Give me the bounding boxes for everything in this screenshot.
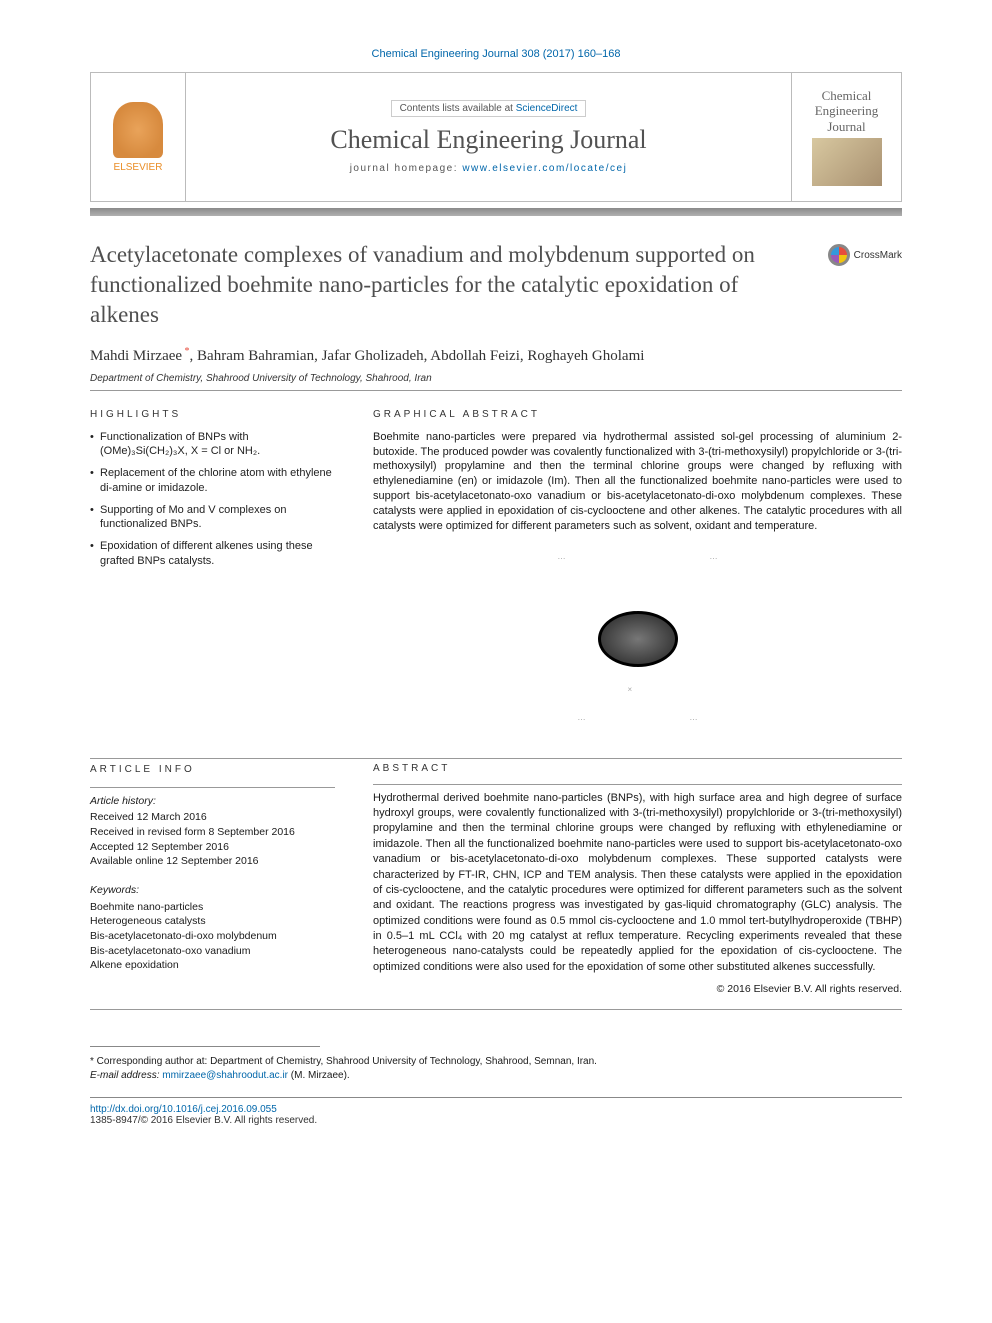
keyword-item: Alkene epoxidation — [90, 958, 335, 973]
header-rule — [90, 208, 902, 216]
homepage-link[interactable]: www.elsevier.com/locate/cej — [462, 163, 627, 174]
highlights-heading: highlights — [90, 409, 335, 420]
keyword-item: Bis-acetylacetonato-di-oxo molybdenum — [90, 929, 335, 944]
contents-prefix: Contents lists available at — [400, 103, 516, 114]
keyword-item: Heterogeneous catalysts — [90, 914, 335, 929]
homepage-line: journal homepage: www.elsevier.com/locat… — [350, 163, 628, 174]
elsevier-tree-icon — [113, 102, 163, 158]
keyword-item: Boehmite nano-particles — [90, 900, 335, 915]
article-info-col: article info Article history: Received 1… — [90, 763, 335, 996]
homepage-prefix: journal homepage: — [350, 163, 463, 174]
ga-branch-icon: ⋯ — [690, 715, 698, 724]
corresponding-note: * Corresponding author at: Department of… — [90, 1055, 902, 1083]
revised-line: Received in revised form 8 September 201… — [90, 825, 335, 840]
ga-branch-icon: × — [628, 685, 633, 694]
abstract-body: Hydrothermal derived boehmite nano-parti… — [373, 791, 902, 976]
ga-figure: ⋯ ⋯ ⋯ ⋯ × — [518, 544, 758, 734]
online-line: Available online 12 September 2016 — [90, 854, 335, 869]
received-line: Received 12 March 2016 — [90, 810, 335, 825]
issn-copyright: 1385-8947/© 2016 Elsevier B.V. All right… — [90, 1115, 902, 1126]
bottom-rule — [90, 1097, 902, 1098]
ga-branch-icon: ⋯ — [558, 554, 566, 563]
highlights-list: Functionalization of BNPs with (OMe)₃Si(… — [90, 430, 335, 568]
highlight-item: Replacement of the chlorine atom with et… — [90, 466, 335, 495]
rule-3 — [90, 1009, 902, 1010]
highlight-item: Functionalization of BNPs with (OMe)₃Si(… — [90, 430, 335, 459]
corr-who: (M. Mirzaee). — [288, 1070, 350, 1081]
publisher-cell: ELSEVIER — [91, 73, 186, 201]
ga-col: graphical abstract Boehmite nano-particl… — [373, 409, 902, 744]
article-title: Acetylacetonate complexes of vanadium an… — [90, 240, 902, 330]
email-label: E-mail address: — [90, 1070, 162, 1081]
accepted-line: Accepted 12 September 2016 — [90, 840, 335, 855]
ga-branch-icon: ⋯ — [710, 554, 718, 563]
journal-title: Chemical Engineering Journal — [330, 125, 646, 155]
crossmark-label: CrossMark — [854, 250, 902, 261]
abstract-heading: abstract — [373, 763, 902, 774]
contents-line: Contents lists available at ScienceDirec… — [391, 100, 587, 117]
crossmark-badge[interactable]: CrossMark — [828, 244, 902, 266]
header-center: Contents lists available at ScienceDirec… — [186, 73, 791, 201]
rule-1 — [90, 390, 902, 391]
footnote-rule — [90, 1046, 320, 1047]
keyword-item: Bis-acetylacetonato-oxo vanadium — [90, 944, 335, 959]
highlight-item: Epoxidation of different alkenes using t… — [90, 539, 335, 568]
rule-ab — [373, 784, 902, 785]
author-list: Mahdi Mirzaee *, Bahram Bahramian, Jafar… — [90, 346, 902, 365]
ga-core-icon — [598, 611, 678, 667]
cover-image — [812, 138, 882, 186]
doi-link[interactable]: http://dx.doi.org/10.1016/j.cej.2016.09.… — [90, 1104, 902, 1115]
artinfo-heading: article info — [90, 763, 335, 777]
highlight-item: Supporting of Mo and V complexes on func… — [90, 503, 335, 532]
abstract-col: abstract Hydrothermal derived boehmite n… — [373, 763, 902, 996]
ga-branch-icon: ⋯ — [578, 715, 586, 724]
affiliation: Department of Chemistry, Shahrood Univer… — [90, 373, 902, 384]
page-root: Chemical Engineering Journal 308 (2017) … — [0, 0, 992, 1166]
crossmark-icon — [828, 244, 850, 266]
keywords-heading: Keywords: — [90, 883, 335, 898]
cover-text: Chemical Engineering Journal — [815, 88, 879, 135]
row-highlights-ga: highlights Functionalization of BNPs wit… — [90, 409, 902, 744]
history-heading: Article history: — [90, 794, 335, 809]
rule-2 — [90, 758, 902, 759]
journal-header: ELSEVIER Contents lists available at Sci… — [90, 72, 902, 202]
corr-email-link[interactable]: mmirzaee@shahroodut.ac.ir — [162, 1070, 288, 1081]
highlights-col: highlights Functionalization of BNPs wit… — [90, 409, 335, 744]
article-header: CrossMark Acetylacetonate complexes of v… — [90, 240, 902, 384]
copyright-line: © 2016 Elsevier B.V. All rights reserved… — [373, 983, 902, 995]
citation-line: Chemical Engineering Journal 308 (2017) … — [90, 48, 902, 60]
corr-text: Corresponding author at: Department of C… — [94, 1056, 597, 1067]
row-info-abstract: article info Article history: Received 1… — [90, 763, 902, 996]
ga-heading: graphical abstract — [373, 409, 902, 420]
rule-ai — [90, 787, 335, 788]
publisher-name: ELSEVIER — [114, 162, 163, 173]
ga-text: Boehmite nano-particles were prepared vi… — [373, 430, 902, 534]
sciencedirect-link[interactable]: ScienceDirect — [516, 103, 578, 114]
cover-cell: Chemical Engineering Journal — [791, 73, 901, 201]
